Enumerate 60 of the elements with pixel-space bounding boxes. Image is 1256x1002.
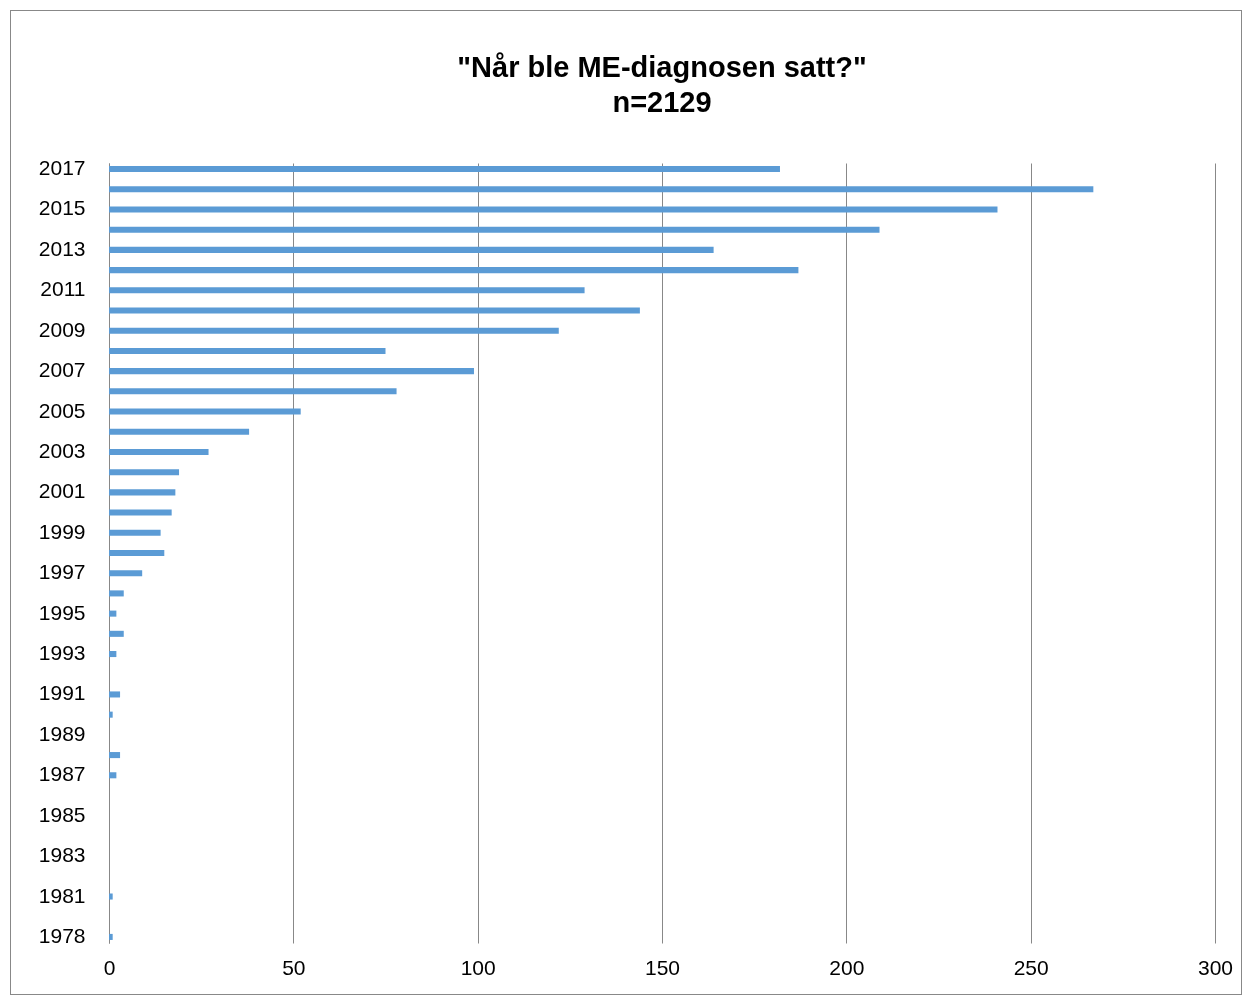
bar bbox=[109, 408, 301, 415]
bar bbox=[109, 630, 124, 637]
x-tick-label: 100 bbox=[460, 955, 496, 979]
x-tick-label: 0 bbox=[103, 955, 116, 979]
bar bbox=[109, 327, 559, 334]
bar bbox=[109, 166, 780, 173]
x-tick-label: 300 bbox=[1197, 955, 1234, 979]
bar bbox=[109, 549, 165, 557]
chart-subtitle: n=2129 bbox=[612, 85, 712, 118]
bar bbox=[109, 287, 585, 294]
y-tick-label: 1981 bbox=[38, 883, 86, 907]
bar bbox=[109, 509, 172, 516]
bar bbox=[109, 186, 1094, 193]
y-tick-label: 1985 bbox=[38, 802, 86, 826]
bar bbox=[109, 448, 209, 455]
y-tick-label: 2005 bbox=[38, 398, 86, 422]
y-tick-label: 1997 bbox=[38, 560, 86, 584]
bar bbox=[109, 651, 117, 658]
bar bbox=[109, 428, 250, 435]
y-tick-label: 2007 bbox=[38, 358, 86, 382]
bar bbox=[109, 469, 180, 476]
y-tick-label: 1993 bbox=[38, 641, 86, 665]
y-tick-label: 2001 bbox=[38, 479, 86, 503]
y-tick-label: 2013 bbox=[38, 236, 86, 260]
bar bbox=[109, 529, 161, 536]
bar bbox=[109, 711, 113, 718]
x-tick-label: 200 bbox=[829, 955, 865, 979]
y-tick-label: 2017 bbox=[38, 156, 86, 180]
x-tick-label: 50 bbox=[282, 955, 306, 979]
bar bbox=[109, 388, 397, 395]
y-tick-label: 1987 bbox=[38, 762, 86, 786]
chart-title: "Når ble ME-diagnosen satt?" bbox=[457, 50, 867, 83]
x-tick-label: 250 bbox=[1013, 955, 1049, 979]
bar bbox=[109, 226, 880, 233]
bar bbox=[109, 610, 117, 617]
y-tick-label: 1978 bbox=[38, 923, 86, 947]
bar bbox=[109, 267, 799, 274]
bar bbox=[109, 893, 113, 900]
bar bbox=[109, 772, 117, 779]
bar bbox=[109, 206, 998, 213]
x-tick-label: 150 bbox=[644, 955, 681, 979]
bar bbox=[109, 368, 474, 375]
y-tick-label: 1983 bbox=[38, 843, 86, 867]
bar bbox=[109, 933, 113, 940]
y-tick-label: 2011 bbox=[40, 277, 86, 301]
y-tick-label: 2009 bbox=[38, 317, 86, 341]
y-tick-label: 2015 bbox=[38, 196, 86, 220]
y-tick-label: 1989 bbox=[38, 721, 86, 745]
y-tick-label: 1995 bbox=[38, 600, 86, 624]
bar bbox=[109, 691, 121, 698]
bar bbox=[109, 307, 640, 314]
y-tick-label: 1999 bbox=[38, 519, 86, 543]
bar bbox=[109, 752, 121, 759]
bar bbox=[109, 246, 714, 253]
y-tick-label: 1991 bbox=[38, 681, 86, 705]
bar bbox=[109, 570, 143, 577]
y-tick-label: 2003 bbox=[38, 438, 86, 462]
bar bbox=[109, 347, 386, 354]
bar bbox=[109, 489, 176, 496]
bar bbox=[109, 590, 124, 597]
